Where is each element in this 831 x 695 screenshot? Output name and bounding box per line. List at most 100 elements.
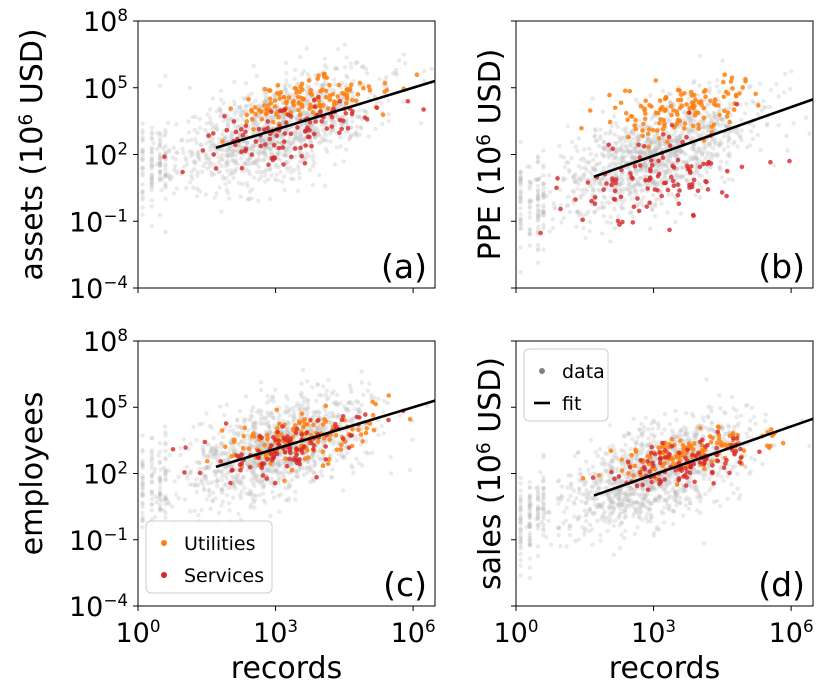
utilities-point [264, 432, 270, 438]
data-point [204, 453, 210, 459]
data-point [578, 472, 584, 477]
data-point [291, 140, 296, 145]
data-point [336, 402, 341, 407]
data-point [354, 131, 359, 137]
data-point [245, 157, 251, 162]
data-point [310, 452, 315, 457]
data-point [618, 203, 623, 209]
data-point [710, 146, 716, 151]
data-point [698, 146, 703, 152]
data-point [662, 175, 668, 180]
data-point [229, 464, 234, 469]
data-point [763, 418, 768, 424]
data-point [622, 197, 627, 202]
data-point [326, 415, 331, 420]
data-point [699, 152, 705, 157]
data-point [583, 491, 588, 496]
data-point [634, 499, 639, 505]
data-point [215, 477, 220, 482]
data-point [738, 102, 743, 108]
data-point [299, 122, 304, 128]
utilities-point [267, 96, 273, 102]
data-point [299, 72, 305, 77]
data-point [674, 137, 679, 142]
data-point [207, 423, 212, 428]
data-point [538, 209, 543, 214]
data-point [163, 172, 168, 177]
data-point [228, 134, 233, 140]
services-point [239, 149, 244, 155]
data-point [588, 151, 593, 157]
data-point [302, 136, 307, 141]
data-point [157, 449, 163, 454]
data-point [249, 437, 254, 442]
data-point [759, 108, 765, 113]
data-point [157, 502, 163, 508]
data-point [218, 88, 224, 94]
data-point [607, 480, 612, 485]
utilities-point [291, 98, 297, 104]
data-point [683, 429, 688, 435]
data-point [662, 170, 667, 175]
utilities-point [334, 100, 339, 106]
data-point [385, 400, 390, 406]
data-point [316, 425, 321, 431]
data-point [688, 476, 694, 481]
data-point [303, 102, 308, 107]
data-point [253, 419, 258, 425]
data-point [518, 170, 523, 175]
utilities-point [251, 431, 256, 436]
data-point [286, 428, 291, 433]
data-point [323, 120, 329, 125]
data-point [637, 150, 642, 155]
data-point [582, 528, 588, 533]
data-point [203, 156, 209, 161]
data-point [227, 429, 232, 434]
data-point [642, 163, 647, 169]
services-point [724, 168, 730, 174]
data-point [356, 407, 361, 412]
data-point [197, 422, 202, 427]
data-point [655, 163, 660, 168]
services-point [647, 200, 652, 205]
data-point [560, 176, 566, 181]
data-point [626, 498, 631, 503]
data-point [226, 485, 231, 491]
services-point [239, 127, 244, 132]
data-point [535, 198, 541, 203]
data-point [225, 190, 231, 195]
data-point [250, 121, 256, 127]
data-point [189, 173, 194, 179]
data-point [140, 447, 145, 453]
data-point [612, 149, 618, 155]
data-point [149, 198, 154, 203]
data-point [648, 226, 653, 231]
data-point [685, 438, 690, 443]
data-point [340, 114, 345, 120]
data-point [691, 117, 696, 123]
data-point [227, 179, 232, 185]
data-point [712, 111, 717, 117]
data-point [367, 381, 372, 386]
data-point [235, 149, 241, 154]
utilities-point [344, 95, 350, 100]
data-point [140, 205, 145, 210]
data-point [237, 479, 243, 484]
data-point [204, 153, 209, 159]
utilities-point [286, 95, 292, 100]
utilities-point [682, 126, 687, 131]
services-point [289, 154, 294, 160]
data-point [602, 146, 607, 152]
data-point [322, 439, 327, 444]
data-point [207, 156, 212, 161]
data-point [286, 139, 291, 144]
data-point [249, 408, 254, 414]
services-point [340, 414, 346, 419]
data-point [157, 459, 163, 464]
data-point [681, 109, 686, 115]
utilities-point [259, 117, 265, 122]
utilities-point [325, 106, 331, 111]
services-point [275, 429, 281, 435]
data-point [241, 417, 247, 422]
utilities-point [296, 100, 302, 105]
